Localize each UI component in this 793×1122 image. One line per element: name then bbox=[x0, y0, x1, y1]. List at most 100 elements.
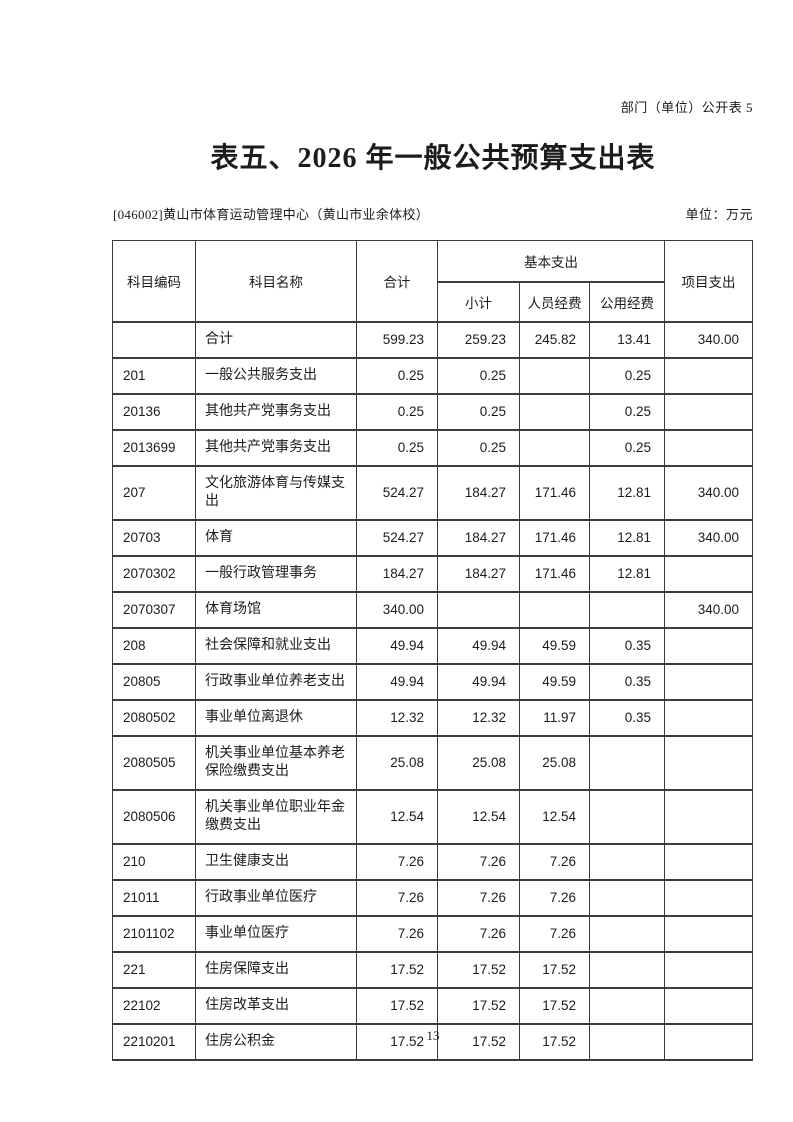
subject-code-cell: 221 bbox=[112, 951, 196, 989]
project-expenditure-cell: 340.00 bbox=[664, 591, 754, 629]
project-expenditure-cell bbox=[664, 627, 754, 665]
subject-code-cell: 2210201 bbox=[112, 1023, 196, 1061]
table-row: 合计 599.23 259.23 245.82 13.41 340.00 bbox=[112, 321, 754, 359]
project-expenditure-cell bbox=[664, 915, 754, 953]
project-expenditure-cell: 340.00 bbox=[664, 321, 754, 359]
page-number: 13 bbox=[426, 1028, 440, 1043]
table-row: 21011 行政事业单位医疗 7.26 7.26 7.26 bbox=[112, 879, 754, 917]
total-cell: 7.26 bbox=[356, 843, 438, 881]
subject-name-cell: 机关事业单位基本养老保险缴费支出 bbox=[195, 735, 357, 791]
total-cell: 49.94 bbox=[356, 627, 438, 665]
subject-code-cell: 21011 bbox=[112, 879, 196, 917]
public-funds-cell: 0.35 bbox=[588, 663, 666, 701]
basic-subtotal-cell bbox=[437, 591, 520, 629]
subject-name-cell: 卫生健康支出 bbox=[195, 843, 357, 881]
table-row: 20805 行政事业单位养老支出 49.94 49.94 49.59 0.35 bbox=[112, 663, 754, 701]
basic-subtotal-cell: 184.27 bbox=[437, 519, 520, 557]
subject-code-cell: 2080502 bbox=[112, 699, 196, 737]
budget-expenditure-table: 科目编码 科目名称 合计 基本支出 项目支出 小计 人员经费 公用经费 合计 5… bbox=[112, 240, 754, 1061]
table-row: 207 文化旅游体育与传媒支出 524.27 184.27 171.46 12.… bbox=[112, 465, 754, 521]
basic-subtotal-cell: 12.54 bbox=[437, 789, 520, 845]
col-header-subject-code: 科目编码 bbox=[112, 240, 196, 323]
project-expenditure-cell bbox=[664, 555, 754, 593]
personnel-funds-cell: 12.54 bbox=[519, 789, 590, 845]
subject-name-cell: 文化旅游体育与传媒支出 bbox=[195, 465, 357, 521]
table-row: 2210201 住房公积金 17.52 17.52 17.52 bbox=[112, 1023, 754, 1061]
subject-code-cell bbox=[112, 321, 196, 359]
personnel-funds-cell bbox=[519, 591, 590, 629]
project-expenditure-cell bbox=[664, 843, 754, 881]
col-header-project-expenditure: 项目支出 bbox=[664, 240, 754, 323]
basic-subtotal-cell: 184.27 bbox=[437, 555, 520, 593]
organization-name: [046002]黄山市体育运动管理中心（黄山市业余体校） bbox=[113, 207, 430, 222]
total-cell: 7.26 bbox=[356, 915, 438, 953]
project-expenditure-cell bbox=[664, 357, 754, 395]
subject-name-cell: 一般行政管理事务 bbox=[195, 555, 357, 593]
personnel-funds-cell: 17.52 bbox=[519, 1023, 590, 1061]
public-funds-cell bbox=[588, 1023, 666, 1061]
total-cell: 7.26 bbox=[356, 879, 438, 917]
subject-code-cell: 208 bbox=[112, 627, 196, 665]
header-row-1: 科目编码 科目名称 合计 基本支出 项目支出 bbox=[112, 240, 754, 323]
personnel-funds-cell: 245.82 bbox=[519, 321, 590, 359]
public-funds-cell bbox=[588, 789, 666, 845]
personnel-funds-cell bbox=[519, 357, 590, 395]
personnel-funds-cell: 171.46 bbox=[519, 555, 590, 593]
subject-code-cell: 201 bbox=[112, 357, 196, 395]
public-funds-cell bbox=[588, 735, 666, 791]
project-expenditure-cell bbox=[664, 951, 754, 989]
public-funds-cell bbox=[588, 591, 666, 629]
public-funds-cell bbox=[588, 879, 666, 917]
personnel-funds-cell: 11.97 bbox=[519, 699, 590, 737]
public-funds-cell: 0.35 bbox=[588, 627, 666, 665]
basic-subtotal-cell: 7.26 bbox=[437, 915, 520, 953]
col-header-basic-subtotal: 小计 bbox=[437, 281, 520, 323]
public-funds-cell bbox=[588, 915, 666, 953]
subject-name-cell: 事业单位医疗 bbox=[195, 915, 357, 953]
corner-note: 部门（单位）公开表 5 bbox=[620, 100, 753, 115]
total-cell: 17.52 bbox=[356, 987, 438, 1025]
basic-subtotal-cell: 259.23 bbox=[437, 321, 520, 359]
basic-subtotal-cell: 0.25 bbox=[437, 357, 520, 395]
subject-name-cell: 住房保障支出 bbox=[195, 951, 357, 989]
basic-subtotal-cell: 17.52 bbox=[437, 987, 520, 1025]
subject-name-cell: 其他共产党事务支出 bbox=[195, 393, 357, 431]
subject-name-cell: 机关事业单位职业年金缴费支出 bbox=[195, 789, 357, 845]
personnel-funds-cell: 7.26 bbox=[519, 879, 590, 917]
basic-subtotal-cell: 49.94 bbox=[437, 627, 520, 665]
table-row: 2080505 机关事业单位基本养老保险缴费支出 25.08 25.08 25.… bbox=[112, 735, 754, 791]
table-row: 2101102 事业单位医疗 7.26 7.26 7.26 bbox=[112, 915, 754, 953]
total-cell: 0.25 bbox=[356, 357, 438, 395]
table-row: 22102 住房改革支出 17.52 17.52 17.52 bbox=[112, 987, 754, 1025]
project-expenditure-cell bbox=[664, 735, 754, 791]
project-expenditure-cell bbox=[664, 1023, 754, 1061]
subject-name-cell: 行政事业单位养老支出 bbox=[195, 663, 357, 701]
total-cell: 25.08 bbox=[356, 735, 438, 791]
personnel-funds-cell: 7.26 bbox=[519, 843, 590, 881]
header-row-2: 小计 人员经费 公用经费 bbox=[113, 281, 753, 323]
subject-code-cell: 207 bbox=[112, 465, 196, 521]
total-cell: 12.32 bbox=[356, 699, 438, 737]
table-row: 2080506 机关事业单位职业年金缴费支出 12.54 12.54 12.54 bbox=[112, 789, 754, 845]
table-row: 2070307 体育场馆 340.00 340.00 bbox=[112, 591, 754, 629]
table-row: 210 卫生健康支出 7.26 7.26 7.26 bbox=[112, 843, 754, 881]
subject-name-cell: 社会保障和就业支出 bbox=[195, 627, 357, 665]
project-expenditure-cell: 340.00 bbox=[664, 519, 754, 557]
public-funds-cell: 0.25 bbox=[588, 357, 666, 395]
basic-subtotal-cell: 17.52 bbox=[437, 1023, 520, 1061]
project-expenditure-cell bbox=[664, 699, 754, 737]
table-row: 20136 其他共产党事务支出 0.25 0.25 0.25 bbox=[112, 393, 754, 431]
table-row: 2080502 事业单位离退休 12.32 12.32 11.97 0.35 bbox=[112, 699, 754, 737]
subject-name-cell: 事业单位离退休 bbox=[195, 699, 357, 737]
subject-name-cell: 体育 bbox=[195, 519, 357, 557]
personnel-funds-cell bbox=[519, 393, 590, 431]
personnel-funds-cell: 17.52 bbox=[519, 987, 590, 1025]
project-expenditure-cell bbox=[664, 987, 754, 1025]
personnel-funds-cell: 49.59 bbox=[519, 627, 590, 665]
personnel-funds-cell: 171.46 bbox=[519, 519, 590, 557]
total-cell: 12.54 bbox=[356, 789, 438, 845]
total-cell: 184.27 bbox=[356, 555, 438, 593]
table-row: 208 社会保障和就业支出 49.94 49.94 49.59 0.35 bbox=[112, 627, 754, 665]
subject-name-cell: 合计 bbox=[195, 321, 357, 359]
basic-subtotal-cell: 12.32 bbox=[437, 699, 520, 737]
